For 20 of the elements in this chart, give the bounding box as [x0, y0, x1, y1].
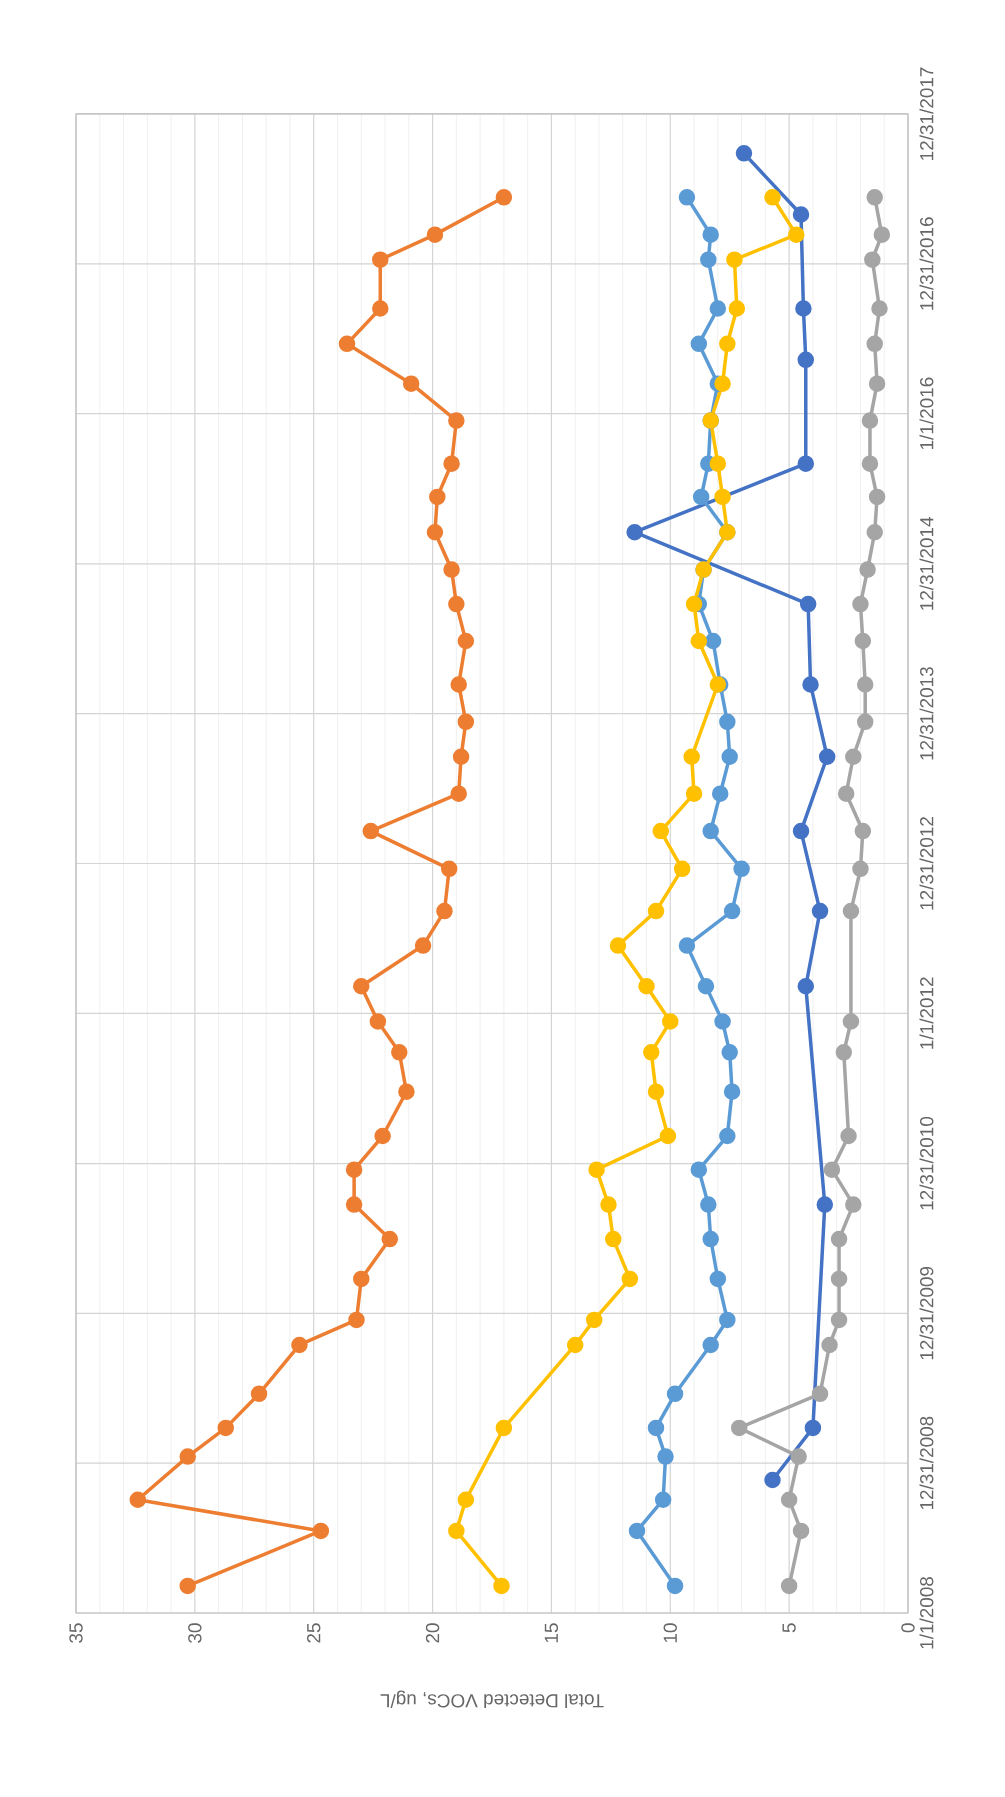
y-tick-label: 1/1/2008 [919, 1576, 934, 1649]
y-tick-label: 12/31/2013 [919, 667, 934, 760]
x-tick-label: 15 [544, 1623, 559, 1643]
x-tick-label: 5 [782, 1623, 796, 1633]
y-tick-label: 12/31/2009 [919, 1266, 934, 1360]
y-tick-label: 12/31/2012 [919, 817, 934, 910]
x-tick-label: 0 [901, 1623, 915, 1633]
x-tick-label: 25 [307, 1623, 321, 1643]
y-tick-label: 12/31/2008 [919, 1416, 934, 1510]
x-tick-label: 20 [425, 1623, 440, 1643]
x-tick-label: 35 [69, 1623, 83, 1643]
y-tick-label: 12/31/2016 [919, 217, 934, 310]
y-tick-label: 12/31/2017 [919, 67, 934, 160]
y-tick-label: 1/1/2016 [919, 377, 934, 450]
x-tick-label: 10 [663, 1623, 677, 1643]
y-tick-label: 12/31/2014 [919, 517, 934, 610]
y-tick-label: 12/31/2010 [919, 1116, 934, 1210]
x-tick-label: 30 [188, 1623, 202, 1643]
y-tick-label: 1/1/2012 [919, 977, 934, 1049]
x-axis-title: Total Detected VOCs, ug/L [380, 1690, 604, 1709]
